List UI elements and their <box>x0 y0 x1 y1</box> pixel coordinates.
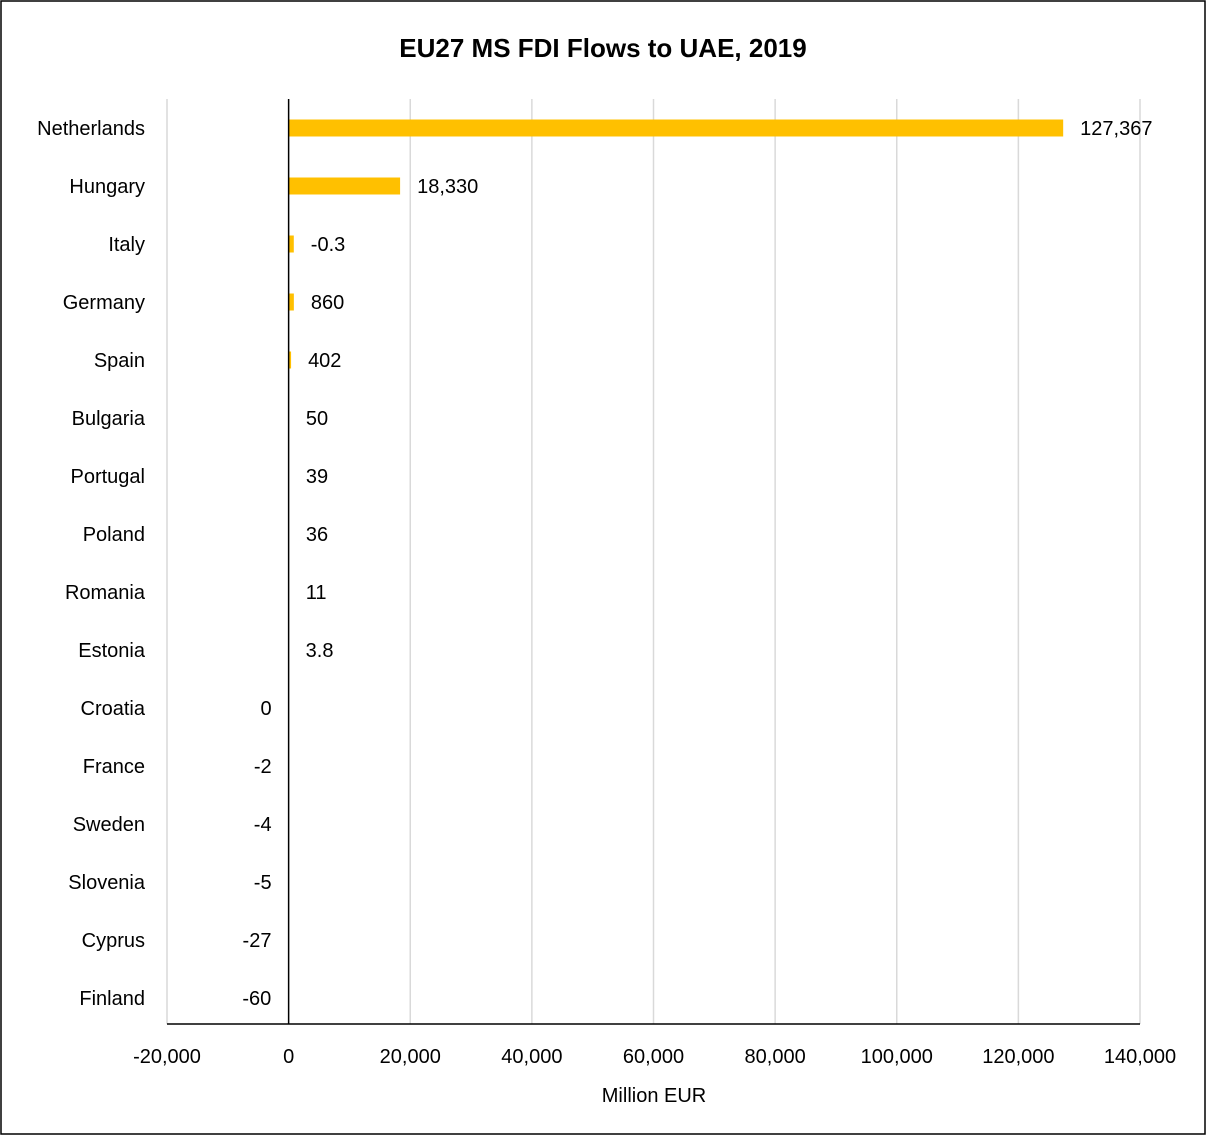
data-labels: 127,367 18,330 -0.3 860 402 50 39 36 11 3.8 0 -2 -4 -… <box>242 118 1152 1010</box>
category-label: Spain <box>94 350 145 372</box>
category-label: Netherlands <box>37 118 145 140</box>
category-label: Estonia <box>78 640 146 662</box>
data-label: 11 <box>306 582 327 604</box>
data-label: 3.8 <box>306 640 334 662</box>
category-label: Croatia <box>81 698 146 720</box>
data-label: 36 <box>306 524 328 546</box>
bar-germany <box>288 293 294 311</box>
x-tick-label: 60,000 <box>623 1046 684 1068</box>
category-label: Hungary <box>69 176 145 198</box>
category-label: Italy <box>108 234 145 256</box>
bar-italy <box>288 235 294 253</box>
category-label: Romania <box>65 582 146 604</box>
x-tick-label: 120,000 <box>982 1046 1054 1068</box>
x-tick-label: 80,000 <box>745 1046 806 1068</box>
category-label: France <box>83 756 145 778</box>
data-label: 860 <box>311 292 344 314</box>
x-tick-label: 0 <box>283 1046 294 1068</box>
data-label: 0 <box>261 698 272 720</box>
data-label: -4 <box>254 814 272 836</box>
x-tick-label: -20,000 <box>133 1046 201 1068</box>
data-label: -2 <box>254 756 272 778</box>
data-label: 18,330 <box>417 176 478 198</box>
chart-title: EU27 MS FDI Flows to UAE, 2019 <box>399 33 806 63</box>
x-tick-labels: -20,000 0 20,000 40,000 60,000 80,000 100,000 1… <box>133 1046 1176 1068</box>
category-label: Sweden <box>73 814 145 836</box>
data-label: 39 <box>306 466 328 488</box>
x-tick-label: 100,000 <box>861 1046 933 1068</box>
data-label: 50 <box>306 408 328 430</box>
bar-hungary <box>288 177 401 195</box>
category-labels: Netherlands Hungary Italy Germany Spain Bulga… <box>37 118 146 1010</box>
category-label: Bulgaria <box>72 408 146 430</box>
category-label: Germany <box>63 292 145 314</box>
x-tick-label: 40,000 <box>501 1046 562 1068</box>
data-label: -0.3 <box>311 234 345 256</box>
gridlines <box>166 99 1141 1024</box>
category-label: Finland <box>79 988 145 1010</box>
data-label: -27 <box>243 930 272 952</box>
x-tick-label: 140,000 <box>1104 1046 1176 1068</box>
category-label: Portugal <box>71 466 146 488</box>
axes <box>167 99 1140 1025</box>
data-label: -60 <box>242 988 271 1010</box>
category-label: Slovenia <box>68 872 146 894</box>
bar-spain <box>288 351 292 369</box>
data-label: 127,367 <box>1080 118 1152 140</box>
category-label: Cyprus <box>82 930 145 952</box>
category-label: Poland <box>83 524 145 546</box>
data-label: 402 <box>308 350 341 372</box>
x-axis-title: Million EUR <box>602 1085 706 1107</box>
x-tick-label: 20,000 <box>380 1046 441 1068</box>
bar-netherlands <box>288 119 1064 137</box>
data-label: -5 <box>254 872 272 894</box>
